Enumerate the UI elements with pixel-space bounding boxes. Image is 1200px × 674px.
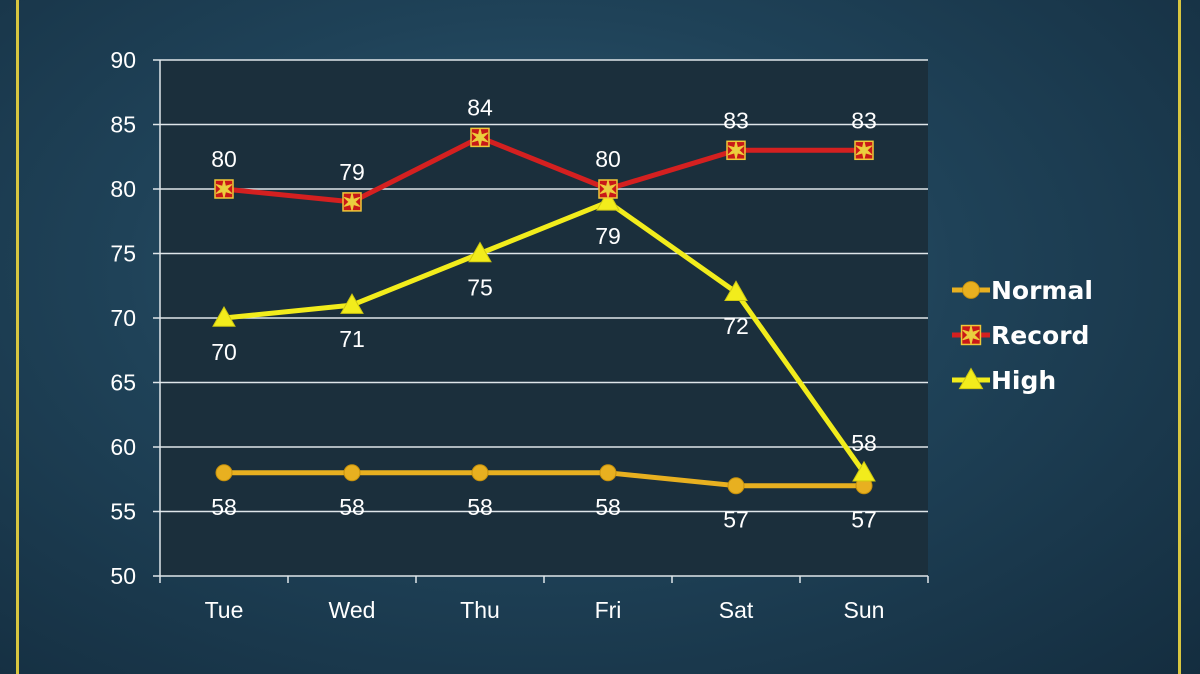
y-axis-tick-labels: 50 55 60 65 70 75 80 85 90: [110, 47, 136, 589]
legend-item-normal: Normal: [952, 276, 1093, 305]
legend-marker-record: [960, 324, 982, 346]
data-label-normal-fri: 58: [595, 494, 621, 520]
y-tick-label-90: 90: [110, 47, 136, 73]
series-line-normal: [224, 470, 864, 489]
data-label-high-wed: 71: [339, 326, 365, 352]
y-tick-label-60: 60: [110, 434, 136, 460]
frame-border-right: [1178, 0, 1181, 674]
legend-marker-high: [958, 367, 984, 390]
marker-normal-tue: [215, 464, 233, 482]
marker-record-sat-star: [727, 141, 745, 160]
data-label-record-thu: 84: [467, 94, 493, 120]
x-tick-label-fri: Fri: [595, 597, 622, 623]
data-label-normal-sat: 57: [723, 507, 749, 533]
legend-label-normal: Normal: [991, 276, 1093, 305]
series-normal: 58 58 58 58 57 57: [211, 464, 877, 533]
legend-marker-record-star: [962, 325, 980, 345]
marker-record-sun-star: [855, 141, 873, 160]
frame-border-left: [16, 0, 19, 674]
marker-high-tue: [212, 305, 236, 327]
marker-high-sun: [852, 460, 876, 482]
series-group: 58 58 58 58 57 57 70 71 75 79 72 58 80 79 84 80 83 83: [211, 94, 877, 532]
y-tick-label-75: 75: [110, 241, 136, 267]
marker-record-sat: [726, 140, 746, 161]
data-label-high-sun: 58: [851, 430, 877, 456]
y-tick-label-85: 85: [110, 112, 136, 138]
marker-normal-fri: [599, 464, 617, 482]
series-high: 70 71 75 79 72 58: [211, 189, 877, 482]
marker-high-wed: [340, 293, 364, 314]
series-line-high: [223, 199, 867, 475]
marker-record-wed: [342, 192, 362, 212]
x-tick-label-sun: Sun: [844, 597, 885, 623]
x-axis-tick-labels: Tue Wed Thu Fri Sat Sun: [205, 597, 885, 623]
y-tick-label-55: 55: [110, 499, 136, 525]
data-label-record-wed: 79: [339, 159, 365, 185]
data-label-record-fri: 80: [595, 146, 621, 172]
x-tick-label-tue: Tue: [205, 597, 244, 623]
y-tick-label-50: 50: [110, 563, 136, 589]
marker-normal-thu: [471, 464, 489, 482]
y-tick-label-80: 80: [110, 176, 136, 202]
x-tick-label-wed: Wed: [329, 597, 376, 623]
marker-record-tue: [214, 179, 234, 199]
gridlines: [160, 59, 928, 513]
data-label-normal-wed: 58: [339, 494, 365, 520]
marker-high-thu: [468, 241, 492, 263]
x-tick-label-thu: Thu: [460, 597, 500, 623]
legend-label-record: Record: [991, 321, 1089, 350]
data-label-high-fri: 79: [595, 223, 621, 249]
marker-record-thu-star: [471, 128, 489, 147]
marker-record-fri-star: [599, 179, 617, 199]
data-label-normal-sun: 57: [851, 507, 877, 533]
axes: [153, 59, 929, 583]
marker-normal-wed: [343, 464, 361, 482]
data-label-high-thu: 75: [467, 275, 493, 301]
data-label-record-tue: 80: [211, 146, 237, 172]
marker-high-sat: [724, 280, 748, 301]
series-line-record: [223, 134, 864, 205]
marker-normal-sat: [727, 477, 745, 495]
legend-item-high: High: [952, 366, 1056, 395]
marker-record-fri: [598, 179, 618, 199]
data-label-record-sat: 83: [723, 107, 749, 133]
marker-record-tue-star: [215, 179, 233, 199]
legend-marker-normal: [962, 281, 980, 299]
marker-record-thu: [470, 127, 490, 148]
y-tick-label-65: 65: [110, 370, 136, 396]
legend-label-high: High: [991, 366, 1056, 395]
data-label-normal-tue: 58: [211, 494, 237, 520]
series-record: 80 79 84 80 83 83: [211, 94, 877, 212]
marker-record-wed-star: [343, 192, 361, 212]
y-tick-label-70: 70: [110, 305, 136, 331]
legend: Normal Record High: [952, 276, 1093, 395]
data-label-high-sat: 72: [723, 313, 749, 339]
marker-high-fri: [596, 189, 620, 211]
legend-item-record: Record: [952, 321, 1089, 350]
data-label-record-sun: 83: [851, 107, 877, 133]
data-label-normal-thu: 58: [467, 494, 493, 520]
x-tick-label-sat: Sat: [719, 597, 754, 623]
data-label-high-tue: 70: [211, 339, 237, 365]
marker-record-sun: [854, 140, 874, 161]
